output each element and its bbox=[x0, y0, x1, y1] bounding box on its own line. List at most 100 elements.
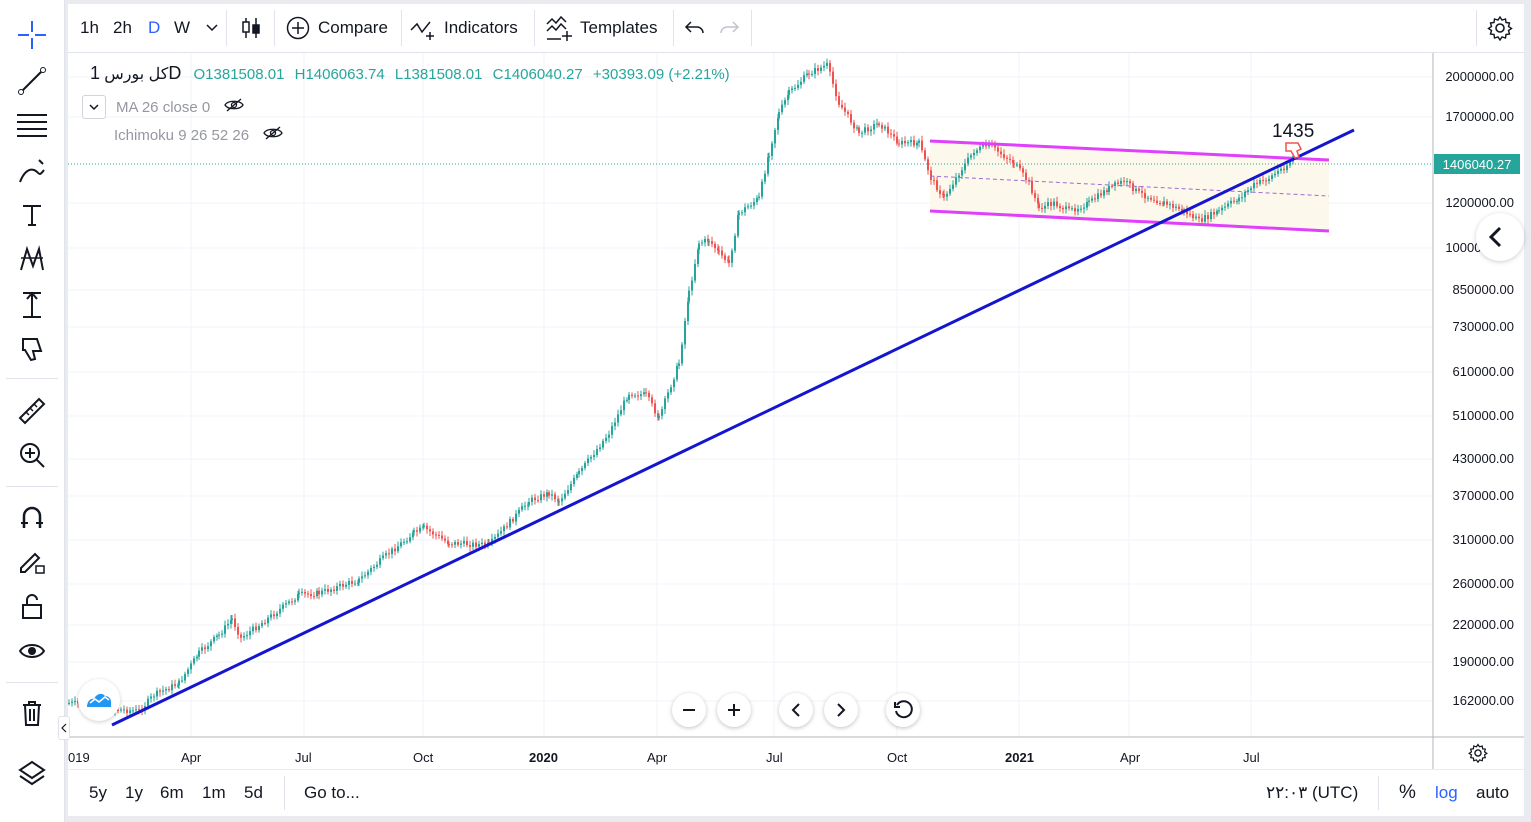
candle-body bbox=[764, 173, 766, 182]
side-panel-toggle[interactable] bbox=[1476, 213, 1524, 261]
candle-body bbox=[567, 490, 569, 494]
thumb-down-marker-icon[interactable] bbox=[1285, 142, 1303, 159]
candle-body bbox=[701, 242, 703, 244]
candle-body bbox=[861, 132, 863, 134]
candle-body bbox=[643, 392, 645, 395]
candle-body bbox=[1009, 158, 1011, 160]
hidden-eye-icon[interactable] bbox=[263, 125, 283, 145]
range-5d-button[interactable]: 5d bbox=[244, 783, 263, 802]
interval-1h-button[interactable]: 1h bbox=[80, 18, 99, 37]
zoom-in-button[interactable] bbox=[717, 693, 751, 727]
timezone-label[interactable]: ۲۲:۰۳ (UTC) bbox=[1266, 783, 1359, 802]
candle-body bbox=[584, 463, 586, 469]
interval-2h-button[interactable]: 2h bbox=[113, 18, 132, 37]
thumb-down-icon[interactable] bbox=[8, 330, 56, 368]
time-label: Apr bbox=[647, 750, 668, 765]
auto-scale-button[interactable]: auto bbox=[1476, 783, 1510, 802]
candle-body bbox=[587, 458, 589, 464]
lock-icon[interactable] bbox=[8, 588, 56, 626]
candle-body bbox=[933, 179, 935, 181]
candle-body bbox=[982, 144, 984, 147]
settings-gear-icon[interactable] bbox=[1487, 4, 1513, 52]
log-scale-button[interactable]: log bbox=[1435, 783, 1458, 802]
scroll-right-button[interactable] bbox=[824, 693, 858, 727]
goto-button[interactable]: Go to... bbox=[304, 783, 360, 802]
trendline[interactable] bbox=[111, 128, 1355, 727]
brush-icon[interactable] bbox=[8, 152, 56, 190]
ichimoku-indicator-row[interactable]: Ichimoku 9 26 52 26 bbox=[114, 125, 283, 145]
redo-icon[interactable] bbox=[718, 4, 740, 52]
zoom-out-button[interactable] bbox=[672, 693, 706, 727]
candle-body bbox=[1241, 197, 1243, 199]
candle-body bbox=[218, 634, 220, 636]
candle-body bbox=[1189, 214, 1191, 216]
text-icon[interactable] bbox=[8, 196, 56, 234]
candle-body bbox=[1156, 200, 1158, 204]
range-1y-button[interactable]: 1y bbox=[125, 783, 143, 802]
candle-body bbox=[1159, 203, 1161, 205]
time-label: Jul bbox=[766, 750, 783, 765]
range-5y-button[interactable]: 5y bbox=[89, 783, 107, 802]
pencil-lock-icon[interactable] bbox=[8, 542, 56, 580]
candle-body bbox=[728, 260, 730, 263]
candle-body bbox=[204, 647, 206, 650]
interval-w-button[interactable]: W bbox=[174, 18, 191, 37]
crosshair-icon[interactable] bbox=[8, 16, 56, 54]
toolbar-collapse-icon[interactable] bbox=[58, 716, 70, 740]
candle-body bbox=[967, 157, 969, 164]
candle-body bbox=[803, 75, 805, 82]
trash-icon[interactable] bbox=[8, 694, 56, 732]
indicators-button[interactable]: Indicators bbox=[410, 4, 518, 52]
fib-icon[interactable] bbox=[8, 106, 56, 144]
range-1m-button[interactable]: 1m bbox=[202, 783, 226, 802]
eye-icon[interactable] bbox=[8, 632, 56, 670]
magnet-icon[interactable] bbox=[8, 498, 56, 536]
candle-body bbox=[288, 601, 290, 604]
axis-settings-gear-icon[interactable] bbox=[1468, 743, 1488, 768]
indicators-label: Indicators bbox=[444, 18, 518, 37]
interval-d-button[interactable]: D bbox=[148, 18, 161, 37]
candle-body bbox=[1271, 175, 1273, 179]
tradingview-logo-icon[interactable] bbox=[78, 679, 120, 721]
candle-body bbox=[936, 180, 938, 191]
candle-body bbox=[648, 392, 650, 398]
candle-body bbox=[602, 440, 604, 448]
candle-body bbox=[68, 702, 70, 704]
scroll-left-button[interactable] bbox=[779, 693, 813, 727]
chart-canvas[interactable] bbox=[68, 53, 1524, 769]
candle-body bbox=[500, 531, 502, 534]
hidden-eye-icon[interactable] bbox=[224, 97, 244, 117]
undo-icon[interactable] bbox=[684, 4, 706, 52]
interval-dropdown-chevron-icon[interactable] bbox=[206, 4, 218, 52]
channel-lower-line[interactable] bbox=[929, 209, 1330, 233]
candle-body bbox=[637, 395, 639, 397]
candle-body bbox=[270, 614, 272, 618]
ruler-icon[interactable] bbox=[8, 392, 56, 430]
reset-chart-button[interactable] bbox=[886, 693, 920, 727]
compare-button[interactable]: Compare bbox=[286, 4, 388, 52]
channel-upper-line[interactable] bbox=[929, 139, 1330, 162]
candle-body bbox=[791, 88, 793, 91]
percent-scale-button[interactable]: % bbox=[1399, 782, 1416, 803]
candles-icon[interactable] bbox=[240, 4, 262, 52]
time-label: 2021 bbox=[1005, 750, 1034, 765]
measure-icon[interactable] bbox=[8, 286, 56, 324]
pattern-icon[interactable] bbox=[8, 240, 56, 278]
candle-body bbox=[1062, 208, 1064, 210]
chart-area[interactable]: 1435 کل بورس 1D O1381508.01 H1406063.74 … bbox=[68, 53, 1524, 769]
trend-line-icon[interactable] bbox=[8, 62, 56, 100]
templates-button[interactable]: Templates bbox=[546, 4, 657, 52]
zoom-in-icon[interactable] bbox=[8, 436, 56, 474]
candle-body bbox=[678, 363, 680, 366]
symbol-name[interactable]: کل بورس bbox=[104, 66, 169, 83]
range-6m-button[interactable]: 6m bbox=[160, 783, 184, 802]
candle-body bbox=[342, 583, 344, 587]
time-label: Oct bbox=[413, 750, 434, 765]
ma-indicator-row[interactable]: MA 26 close 0 bbox=[82, 95, 244, 119]
candle-body bbox=[234, 618, 236, 628]
candle-body bbox=[178, 680, 180, 686]
collapse-chevron-icon[interactable] bbox=[82, 95, 106, 119]
candle-body bbox=[1181, 208, 1183, 212]
layers-icon[interactable] bbox=[8, 754, 56, 792]
candle-body bbox=[313, 596, 315, 598]
